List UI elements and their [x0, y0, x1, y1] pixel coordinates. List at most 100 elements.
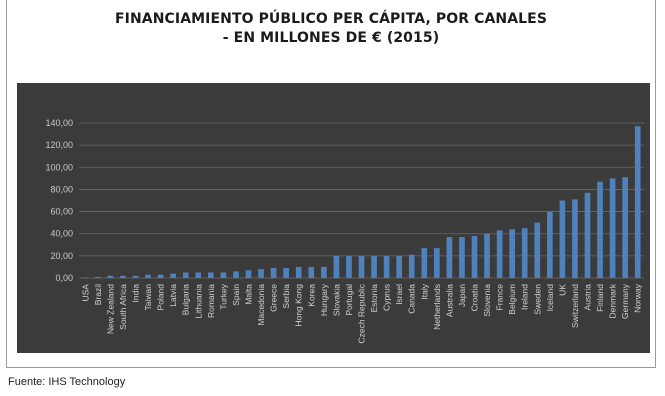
y-tick-label: 100,00 [45, 162, 73, 172]
x-tick-label: South Africa [118, 284, 128, 330]
bar-portugal [346, 255, 352, 278]
x-tick-label: UK [557, 284, 567, 296]
x-tick-label: Czech Republic [357, 283, 367, 343]
bar-uk [559, 200, 566, 278]
x-tick-label: India [131, 284, 141, 303]
bar-japan [459, 237, 465, 278]
y-tick-label: 60,00 [50, 207, 73, 217]
x-tick-label: Iceland [545, 284, 555, 312]
bar-israel [396, 255, 402, 278]
x-tick-label: Hungary [319, 283, 329, 316]
bar-korea [308, 266, 315, 278]
x-tick-label: Finland [595, 284, 605, 312]
bar-switzerland [572, 199, 578, 278]
chart-title: FINANCIAMIENTO PÚBLICO PER CÁPITA, POR C… [7, 10, 655, 48]
bar-poland [157, 274, 164, 278]
bar-slovenia [484, 233, 490, 278]
x-tick-label: Sweden [532, 284, 542, 315]
bar-romania [208, 272, 214, 278]
x-tick-label: Belgium [507, 284, 517, 315]
y-tick-label: 140,00 [45, 118, 73, 128]
bar-australia [446, 237, 453, 278]
bar-czech-republic [358, 255, 365, 278]
bar-estonia [371, 255, 377, 278]
bar-germany [622, 177, 628, 278]
bar-hong-kong [295, 266, 302, 278]
x-tick-label: Malta [244, 284, 254, 305]
bar-lithuania [195, 272, 202, 278]
x-tick-label: Slovakia [331, 284, 341, 316]
y-tick-label: 40,00 [50, 229, 73, 239]
bar-cyprus [383, 255, 390, 278]
bar-greece [270, 268, 277, 278]
x-tick-label: Croatia [470, 284, 480, 312]
bar-usa [82, 277, 89, 279]
bar-new-zealand [107, 275, 114, 278]
bar-bulgaria [182, 272, 189, 278]
bar-italy [421, 248, 428, 278]
x-tick-label: Bulgaria [181, 284, 191, 315]
bar-south-africa [120, 275, 126, 278]
chart-title-line-2: - EN MILLONES DE € (2015) [222, 30, 440, 46]
chart-panel: 0,00 20,00 40,00 60,00 80,00 100,00 120,00 140,… [17, 83, 650, 353]
bar-brazil [95, 276, 101, 278]
bar-iceland [547, 211, 553, 278]
bar-chart: 0,00 20,00 40,00 60,00 80,00 100,00 120,00 140,… [45, 118, 644, 344]
x-tick-label: Germany [620, 283, 630, 319]
bar-canada [408, 254, 415, 278]
x-tick-label: Turkey [218, 283, 228, 309]
bar-serbia [283, 268, 289, 278]
y-tick-label: 120,00 [45, 140, 73, 150]
x-tick-label: Japan [457, 284, 467, 307]
x-tick-label: Spain [231, 284, 241, 306]
source-note: Fuente: IHS Technology [8, 376, 126, 388]
bar-turkey [220, 272, 227, 278]
x-tick-label: Latvia [168, 284, 178, 307]
x-tick-label: Israel [394, 284, 404, 305]
y-tick-label: 0,00 [55, 273, 73, 283]
x-tick-label: Portugal [344, 284, 354, 316]
x-tick-label: France [495, 284, 505, 311]
bar-norway [634, 126, 641, 278]
bar-spain [233, 271, 239, 278]
x-tick-label: Ireland [520, 284, 530, 310]
x-tick-label: Macedonia [256, 284, 266, 326]
x-tick-label: Netherlands [432, 284, 442, 330]
bar-france [496, 230, 503, 278]
bar-sweden [534, 222, 541, 278]
bar-india [132, 275, 139, 278]
x-tick-label: Estonia [369, 284, 379, 313]
x-tick-label: New Zealand [105, 284, 115, 334]
y-tick-label: 80,00 [50, 184, 73, 194]
x-tick-label: Canada [407, 284, 417, 314]
bar-austria [584, 192, 591, 278]
bar-slovakia [333, 255, 340, 278]
x-tick-label: Brazil [93, 284, 103, 305]
x-tick-label: Switzerland [570, 284, 580, 328]
bar-macedonia [258, 269, 264, 278]
x-tick-label: Austria [583, 284, 593, 311]
x-tick-label: Korea [306, 284, 316, 307]
x-tick-label: Romania [206, 284, 216, 318]
bar-hungary [321, 266, 327, 278]
bar-taiwan [145, 274, 151, 278]
x-tick-label: Taiwan [143, 284, 153, 311]
bar-latvia [170, 273, 176, 278]
x-tick-label: USA [80, 284, 90, 302]
bar-ireland [521, 228, 528, 278]
x-tick-label: Australia [444, 284, 454, 317]
bar-croatia [471, 235, 478, 278]
bar-malta [245, 270, 252, 278]
x-tick-label: Poland [156, 284, 166, 311]
x-tick-label: Lithuania [193, 284, 203, 319]
bar-netherlands [434, 248, 440, 278]
bar-denmark [609, 178, 616, 278]
x-tick-label: Slovenia [482, 284, 492, 317]
x-tick-label: Greece [269, 284, 279, 312]
x-tick-label: Norway [633, 283, 643, 313]
x-tick-label: Hong Kong [294, 284, 304, 327]
x-tick-label: Denmark [608, 283, 618, 318]
x-tick-label: Serbia [281, 284, 291, 309]
y-tick-label: 20,00 [50, 251, 73, 261]
bar-finland [597, 181, 603, 278]
